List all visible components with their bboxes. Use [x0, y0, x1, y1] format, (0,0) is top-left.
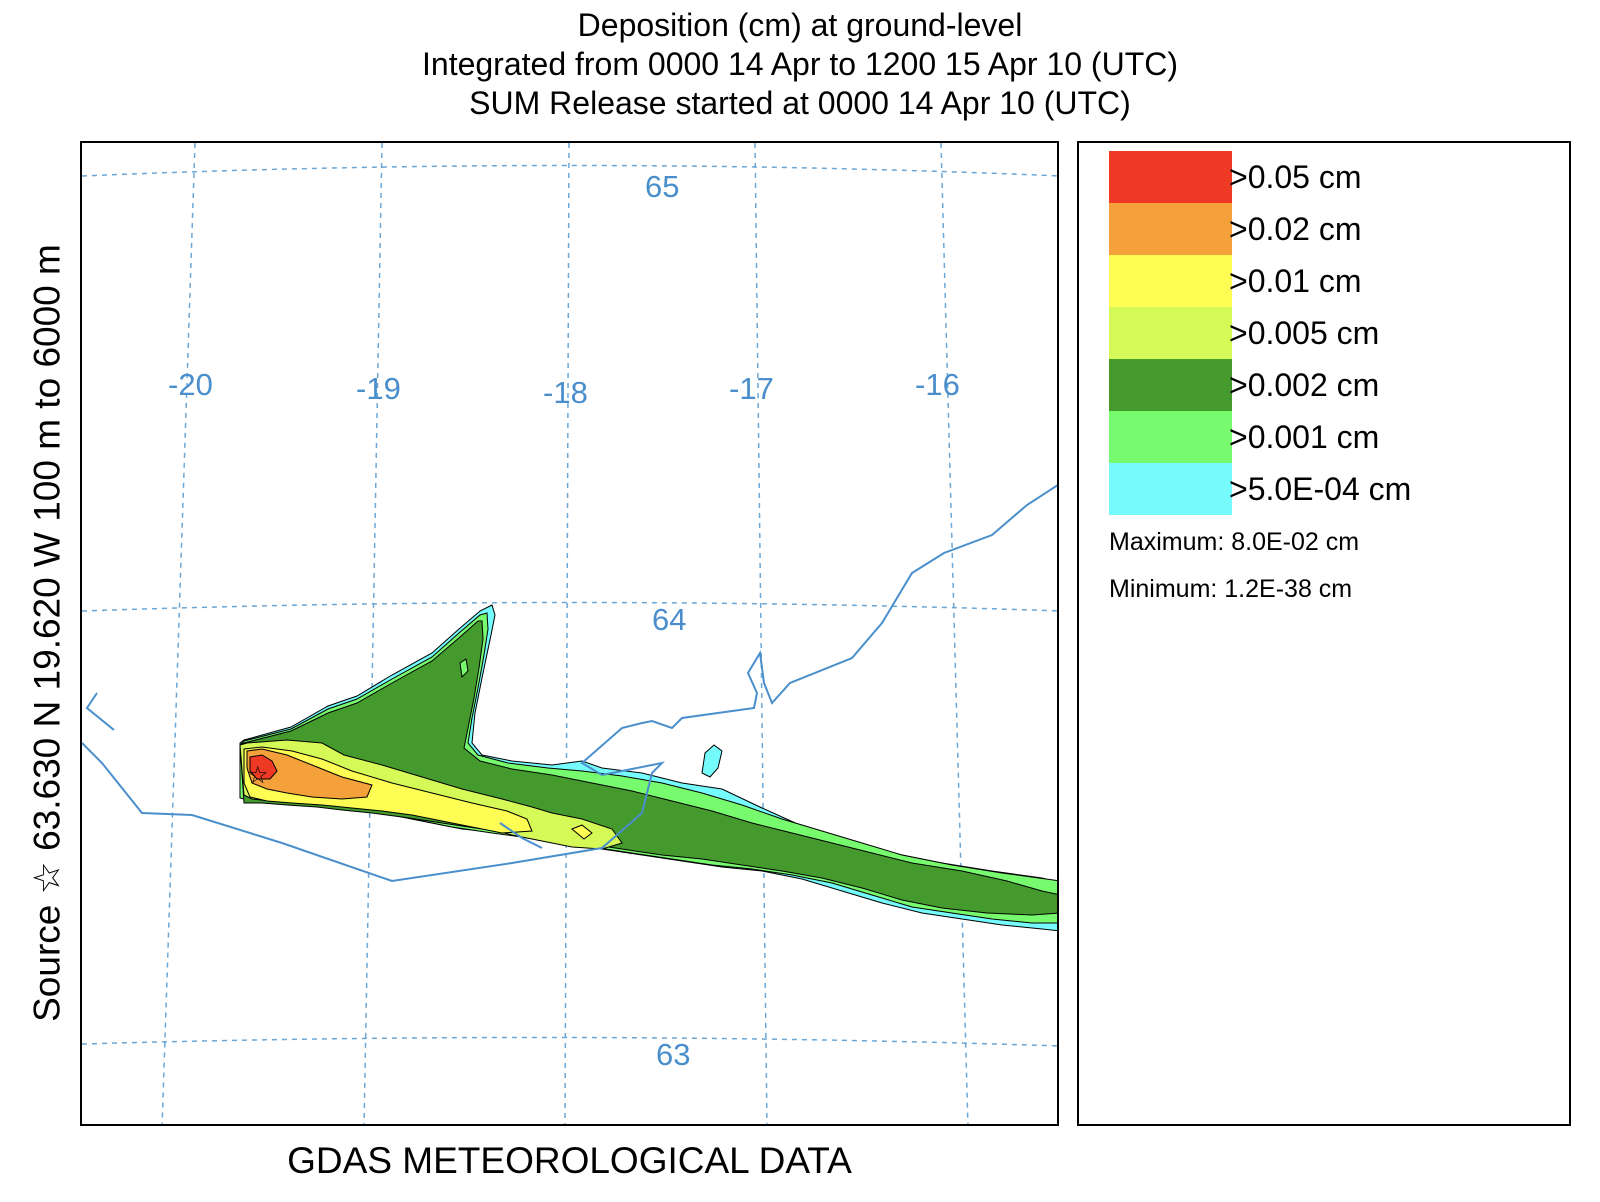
deposition-map: ☆ -20 -19 -18 -17 -16 65 64 63	[82, 143, 1057, 1124]
deposition-plume	[239, 604, 1057, 932]
title-line-2: Integrated from 0000 14 Apr to 1200 15 A…	[422, 46, 1178, 82]
source-marker: ☆	[247, 761, 269, 789]
longitude-labels: -20 -19 -18 -17 -16	[168, 367, 960, 410]
latitude-labels: 65 64 63	[645, 169, 690, 1072]
legend-swatch-5e-04	[1109, 463, 1232, 515]
legend-swatch-0.005	[1109, 307, 1232, 359]
longitude-gridlines	[161, 143, 969, 1124]
legend-swatch-0.001	[1109, 411, 1232, 463]
longitude-label--18: -18	[543, 375, 588, 410]
title-line-1: Deposition (cm) at ground-level	[577, 7, 1023, 43]
longitude-line-19	[363, 143, 383, 1124]
coastline-west-fragment	[85, 692, 115, 731]
latitude-label-63: 63	[656, 1037, 690, 1072]
contour-0.01-tip	[571, 824, 593, 840]
legend-label-0.002: >0.002 cm	[1229, 367, 1380, 403]
latitude-label-64: 64	[652, 602, 686, 637]
contour-0.02	[246, 748, 373, 800]
legend-swatch-0.01	[1109, 255, 1232, 307]
longitude-label--19: -19	[356, 371, 401, 406]
legend-label-0.05: >0.05 cm	[1229, 159, 1362, 195]
longitude-line-20	[161, 143, 196, 1124]
longitude-line-18	[564, 143, 570, 1124]
legend-minimum: Minimum: 1.2E-38 cm	[1109, 575, 1353, 603]
legend-entry-0.002: >0.002 cm	[1109, 359, 1569, 411]
latitude-gridlines	[82, 164, 1057, 1047]
source-info-text: Source ☆ 63.630 N 19.620 W 100 m to 6000…	[26, 244, 68, 1022]
legend-swatch-0.02	[1109, 203, 1232, 255]
coastline	[82, 484, 1057, 883]
legend-entry-0.005: >0.005 cm	[1109, 307, 1569, 359]
contour-0.05	[249, 754, 278, 780]
longitude-label--17: -17	[729, 371, 774, 406]
latitude-label-65: 65	[645, 169, 679, 204]
legend-label-0.001: >0.001 cm	[1229, 419, 1380, 455]
legend-swatch-0.05	[1109, 151, 1232, 203]
coastline-south	[82, 484, 1057, 883]
longitude-line-16	[940, 143, 969, 1124]
latitude-line-65	[82, 164, 1057, 177]
legend-label-5e-04: >5.0E-04 cm	[1229, 471, 1412, 507]
legend-panel: >0.05 cm >0.02 cm >0.01 cm >0.005 cm >0.…	[1077, 141, 1571, 1126]
contour-5e-04-island	[701, 744, 723, 778]
map-panel: ☆ -20 -19 -18 -17 -16 65 64 63	[80, 141, 1059, 1126]
legend-entry-5e-04: >5.0E-04 cm	[1109, 463, 1569, 515]
longitude-line-17	[754, 143, 768, 1124]
chart-title: Deposition (cm) at ground-level Integrat…	[80, 6, 1520, 123]
legend-label-0.005: >0.005 cm	[1229, 315, 1380, 351]
coastline-inlet	[499, 822, 543, 849]
latitude-line-64	[82, 601, 1057, 612]
legend-entry-0.01: >0.01 cm	[1109, 255, 1569, 307]
legend-entry-0.02: >0.02 cm	[1109, 203, 1569, 255]
legend-swatch-0.002	[1109, 359, 1232, 411]
legend-entry-0.05: >0.05 cm	[1109, 151, 1569, 203]
legend-label-0.01: >0.01 cm	[1229, 263, 1362, 299]
title-line-3: SUM Release started at 0000 14 Apr 10 (U…	[469, 85, 1131, 121]
contour-0.002-hole	[459, 658, 469, 679]
data-source-label: GDAS METEOROLOGICAL DATA	[287, 1140, 852, 1181]
longitude-label--16: -16	[915, 367, 960, 402]
legend-maximum: Maximum: 8.0E-02 cm	[1109, 528, 1360, 556]
longitude-label--20: -20	[168, 367, 213, 402]
latitude-line-63	[82, 1036, 1057, 1047]
legend-label-0.02: >0.02 cm	[1229, 211, 1362, 247]
legend-entry-0.001: >0.001 cm	[1109, 411, 1569, 463]
